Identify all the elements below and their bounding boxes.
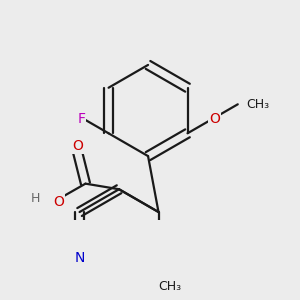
Text: CH₃: CH₃: [158, 280, 182, 293]
Text: N: N: [74, 250, 85, 265]
Text: O: O: [72, 140, 83, 153]
Text: O: O: [209, 112, 220, 126]
Text: CH₃: CH₃: [246, 98, 269, 111]
Text: H: H: [31, 192, 40, 205]
Text: O: O: [53, 195, 64, 209]
Text: F: F: [77, 112, 86, 126]
